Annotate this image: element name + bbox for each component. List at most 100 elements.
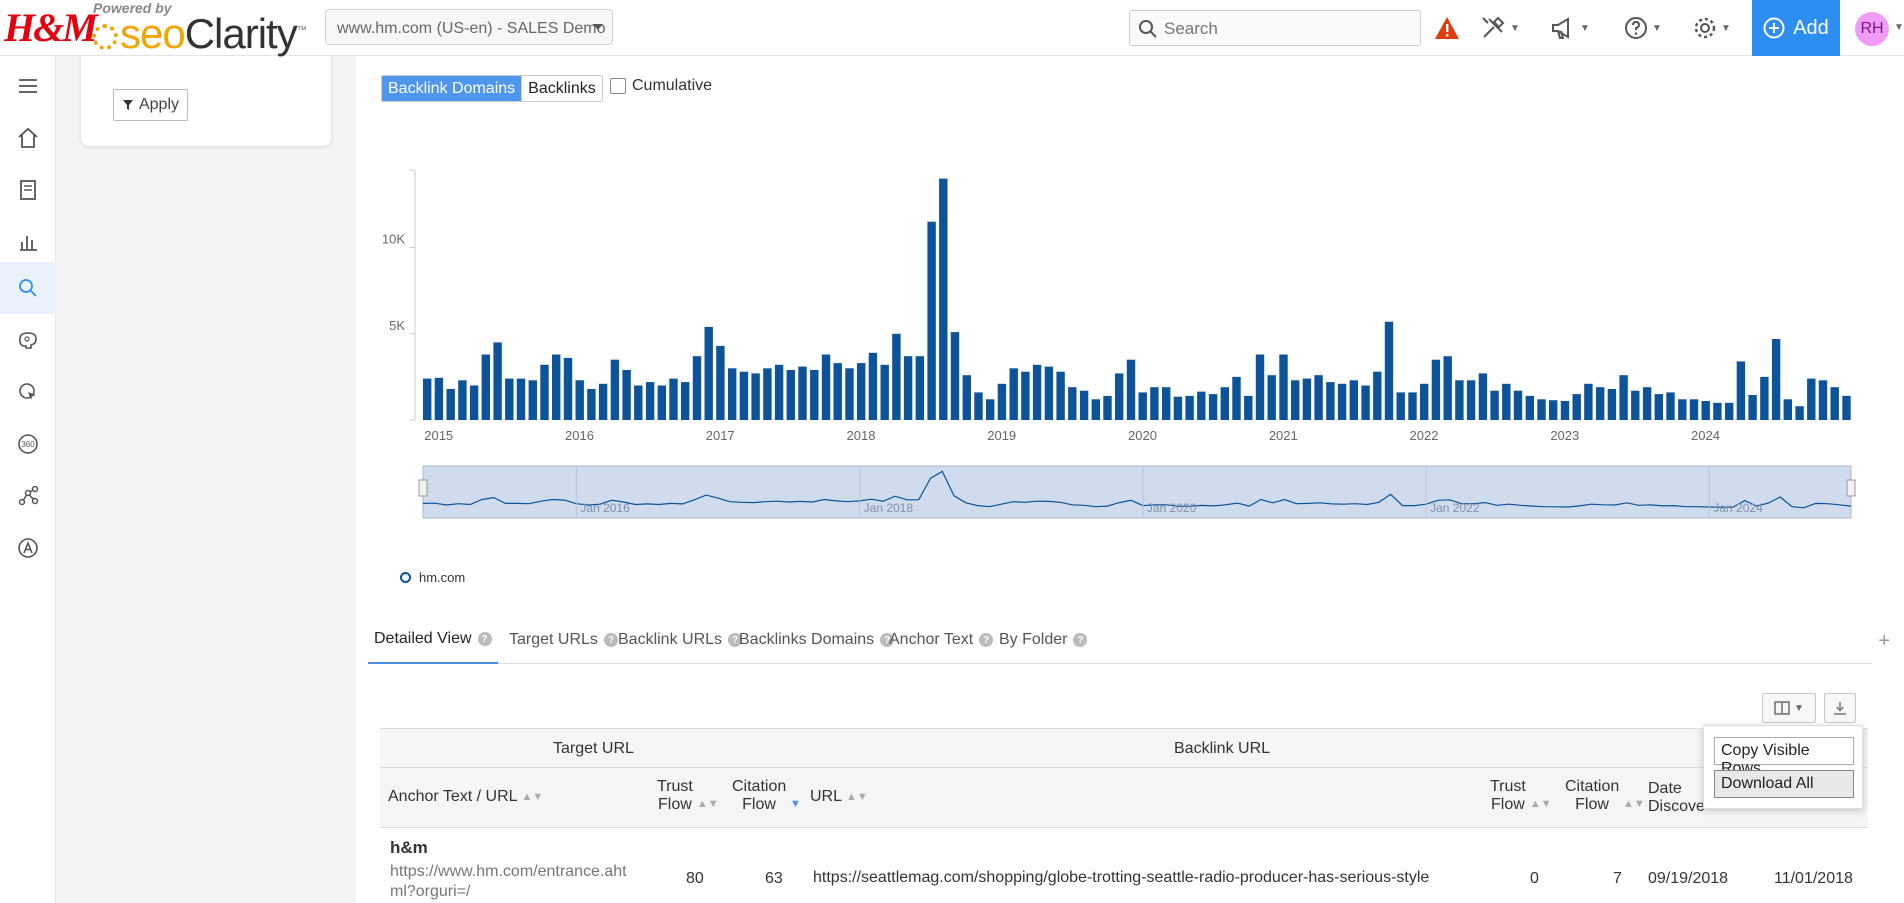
sort-icon[interactable]: ▲▼ bbox=[1529, 798, 1552, 810]
bar bbox=[598, 383, 608, 420]
sort-icon[interactable]: ▲▼ bbox=[521, 791, 544, 803]
seoclarity-logo[interactable]: seoClarity™ bbox=[92, 10, 307, 58]
alert-button[interactable] bbox=[1434, 14, 1460, 42]
download-all-option[interactable]: Download All bbox=[1714, 770, 1854, 798]
x-tick-label: 2018 bbox=[847, 428, 876, 443]
sort-icon[interactable]: ▲▼ bbox=[1623, 798, 1645, 810]
site-selector[interactable]: www.hm.com (US-en) - SALES Demo bbox=[325, 9, 613, 45]
search-box[interactable] bbox=[1129, 10, 1421, 46]
help-icon[interactable]: ? bbox=[880, 633, 895, 647]
sort-desc-icon[interactable]: ▼ bbox=[790, 798, 801, 810]
apply-filter-button[interactable]: Apply bbox=[113, 89, 188, 121]
tab-backlinks-domains[interactable]: Backlinks Domains? bbox=[733, 616, 900, 664]
backlink-domains-chart: 5K 10K 2015 2016 2017 2018 2019 2020 2021 2022 202… bbox=[382, 169, 1856, 519]
settings-menu[interactable]: ▼ bbox=[1693, 14, 1731, 42]
search-input[interactable] bbox=[1164, 19, 1404, 39]
navigator-handle bbox=[1846, 479, 1856, 497]
bar bbox=[1466, 380, 1476, 420]
bar bbox=[810, 370, 819, 420]
main-panel: Backlink Domains Backlinks Cumulative 5K… bbox=[356, 56, 1904, 903]
column-backlink-trust-flow[interactable]: Trust Flow ▲▼ bbox=[1490, 778, 1552, 813]
group-header-target-url: Target URL bbox=[553, 740, 634, 757]
announcements-menu[interactable]: ▼ bbox=[1550, 14, 1590, 42]
powered-by-label: Powered by bbox=[93, 0, 172, 16]
tab-anchor-text[interactable]: Anchor Text? bbox=[883, 616, 999, 664]
add-button[interactable]: Add bbox=[1752, 0, 1840, 56]
sidebar-item-link-graph[interactable] bbox=[0, 470, 56, 522]
bar bbox=[833, 363, 842, 420]
navigator-handle bbox=[418, 479, 428, 497]
navigator-label: Jan 2020 bbox=[1147, 501, 1197, 515]
help-icon[interactable]: ? bbox=[603, 633, 618, 647]
bar bbox=[1115, 373, 1124, 420]
help-menu[interactable]: ▼ bbox=[1624, 14, 1662, 42]
toggle-backlinks[interactable]: Backlinks bbox=[521, 76, 602, 101]
caret-down-icon bbox=[593, 24, 603, 30]
column-backlink-citation-flow[interactable]: Citation Flow ▲▼ bbox=[1565, 778, 1645, 813]
bar bbox=[1842, 395, 1851, 420]
bar bbox=[1068, 387, 1077, 420]
toggle-backlink-domains[interactable]: Backlink Domains bbox=[382, 76, 522, 101]
column-backlink-url[interactable]: URL ▲▼ bbox=[810, 788, 868, 805]
bar bbox=[728, 368, 737, 420]
bar bbox=[1079, 390, 1089, 420]
network-icon bbox=[18, 485, 39, 506]
bar bbox=[1291, 380, 1300, 420]
chart-legend[interactable]: hm.com bbox=[400, 570, 465, 585]
cumulative-checkbox[interactable] bbox=[610, 78, 626, 94]
sort-icon[interactable]: ▲▼ bbox=[696, 798, 719, 810]
download-icon bbox=[1834, 702, 1846, 715]
bar bbox=[1830, 387, 1839, 420]
backlink-citation-flow-value: 7 bbox=[1613, 870, 1622, 887]
tab-backlink-urls[interactable]: Backlink URLs? bbox=[612, 616, 748, 664]
navigator-label: Jan 2018 bbox=[864, 501, 914, 515]
columns-button[interactable]: ▼ bbox=[1762, 693, 1816, 723]
help-icon[interactable]: ? bbox=[728, 633, 743, 647]
sidebar-item-automation[interactable] bbox=[0, 522, 56, 574]
sidebar-item-research[interactable] bbox=[0, 262, 56, 314]
column-target-citation-flow[interactable]: Citation Flow ▼ bbox=[732, 778, 801, 813]
backlinks-table: Target URL Backlink URL Anchor Text / UR… bbox=[380, 728, 1868, 903]
sidebar-item-documents[interactable] bbox=[0, 164, 56, 216]
bar bbox=[1232, 376, 1241, 420]
bar bbox=[1525, 395, 1534, 420]
home-icon bbox=[18, 127, 38, 148]
chevron-down-icon[interactable]: ▼ bbox=[1894, 22, 1904, 33]
help-icon[interactable]: ? bbox=[979, 633, 994, 647]
tools-menu[interactable]: ▼ bbox=[1480, 14, 1520, 42]
column-target-trust-flow[interactable]: Trust Flow ▲▼ bbox=[657, 778, 719, 813]
add-tab-icon[interactable]: + bbox=[1878, 630, 1890, 652]
bar bbox=[927, 221, 936, 420]
bar bbox=[563, 357, 573, 420]
download-button[interactable] bbox=[1824, 693, 1856, 723]
sidebar-item-site-audit[interactable] bbox=[0, 366, 56, 418]
help-icon[interactable]: ? bbox=[1073, 633, 1088, 647]
bar bbox=[1431, 359, 1441, 420]
cumulative-toggle[interactable]: Cumulative bbox=[610, 77, 712, 95]
sidebar-item-ai[interactable] bbox=[0, 314, 56, 366]
backlink-url-link[interactable]: https://seattlemag.com/shopping/globe-tr… bbox=[813, 869, 1430, 886]
tab-by-folder[interactable]: By Folder? bbox=[993, 616, 1093, 664]
360-icon: 360 bbox=[18, 434, 38, 454]
bar bbox=[1701, 401, 1710, 420]
user-avatar[interactable]: RH bbox=[1855, 12, 1889, 46]
navigator-label: Jan 2022 bbox=[1430, 501, 1480, 515]
sidebar-item-menu[interactable] bbox=[0, 60, 56, 112]
column-anchor-text[interactable]: Anchor Text / URL ▲▼ bbox=[388, 788, 544, 805]
bar bbox=[1584, 383, 1593, 420]
column-date-discovered[interactable]: Date Discove bbox=[1648, 780, 1705, 815]
help-icon[interactable]: ? bbox=[477, 632, 492, 646]
target-url-link[interactable]: https://www.hm.com/entrance.ahtml?orguri… bbox=[390, 863, 627, 900]
sidebar-item-360[interactable]: 360 bbox=[0, 418, 56, 470]
anchor-text: h&m bbox=[390, 838, 428, 857]
hm-logo[interactable]: H&M bbox=[4, 5, 98, 50]
sidebar-item-reports[interactable] bbox=[0, 216, 56, 268]
x-tick-label: 2016 bbox=[565, 428, 594, 443]
sidebar-item-home[interactable] bbox=[0, 112, 56, 164]
tab-detailed-view[interactable]: Detailed View? bbox=[368, 616, 498, 664]
bar bbox=[1572, 394, 1581, 420]
sort-icon[interactable]: ▲▼ bbox=[846, 791, 868, 803]
bar bbox=[704, 326, 713, 420]
copy-visible-rows-option[interactable]: Copy Visible Rows bbox=[1714, 737, 1854, 777]
tab-target-urls[interactable]: Target URLs? bbox=[503, 616, 624, 664]
